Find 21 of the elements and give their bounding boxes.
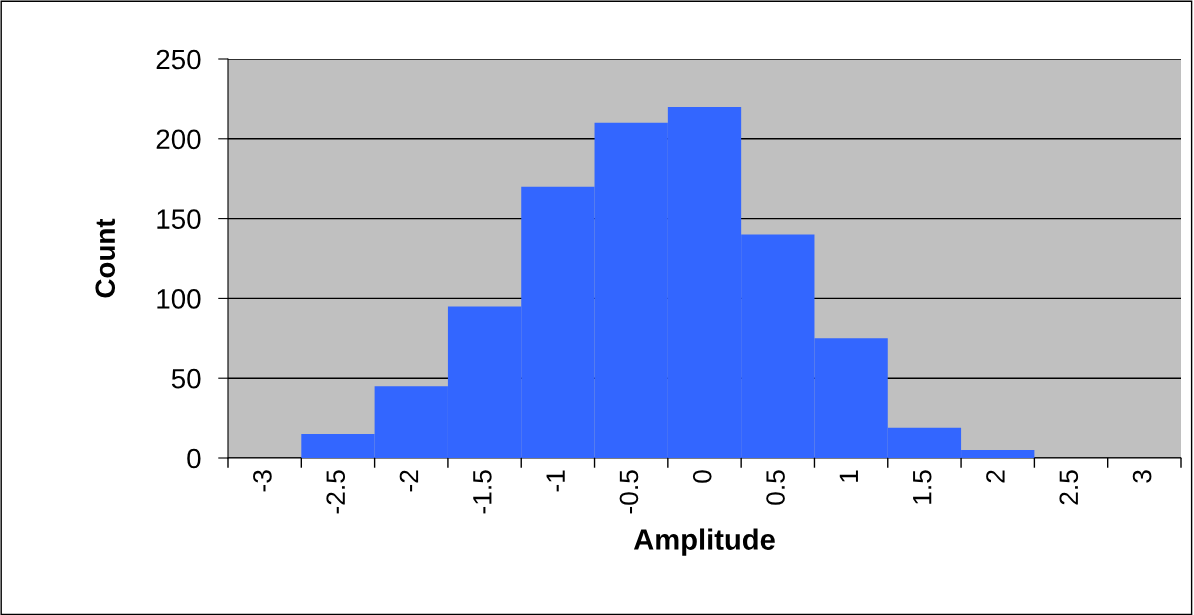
x-tick-label: 2.5 <box>1059 470 1079 505</box>
x-tick-label: 2 <box>986 470 1005 483</box>
x-tick-label: -3 <box>253 470 272 492</box>
y-tick-label: 50 <box>171 368 201 389</box>
y-tick-label: 250 <box>156 49 201 70</box>
x-tick-label: -2 <box>399 470 419 492</box>
x-tick-label: -1 <box>546 470 565 492</box>
y-tick-label: 0 <box>187 448 201 469</box>
y-tick-label: 200 <box>156 129 201 150</box>
x-tick-label: 0.5 <box>766 470 785 505</box>
x-axis-title: Amplitude <box>633 528 775 556</box>
y-tick-label: 100 <box>157 289 201 309</box>
x-tick-label: 3 <box>1132 470 1152 483</box>
x-tick-label: 0 <box>692 470 712 483</box>
x-tick-label: -2.5 <box>326 470 346 514</box>
y-axis-title: Count <box>95 218 116 298</box>
y-tick-label: 150 <box>157 209 201 229</box>
x-tick-label: 1.5 <box>913 470 932 504</box>
x-tick-label: -0.5 <box>619 470 639 514</box>
x-tick-label: -1.5 <box>473 470 492 514</box>
x-tick-label: 1 <box>839 470 858 482</box>
